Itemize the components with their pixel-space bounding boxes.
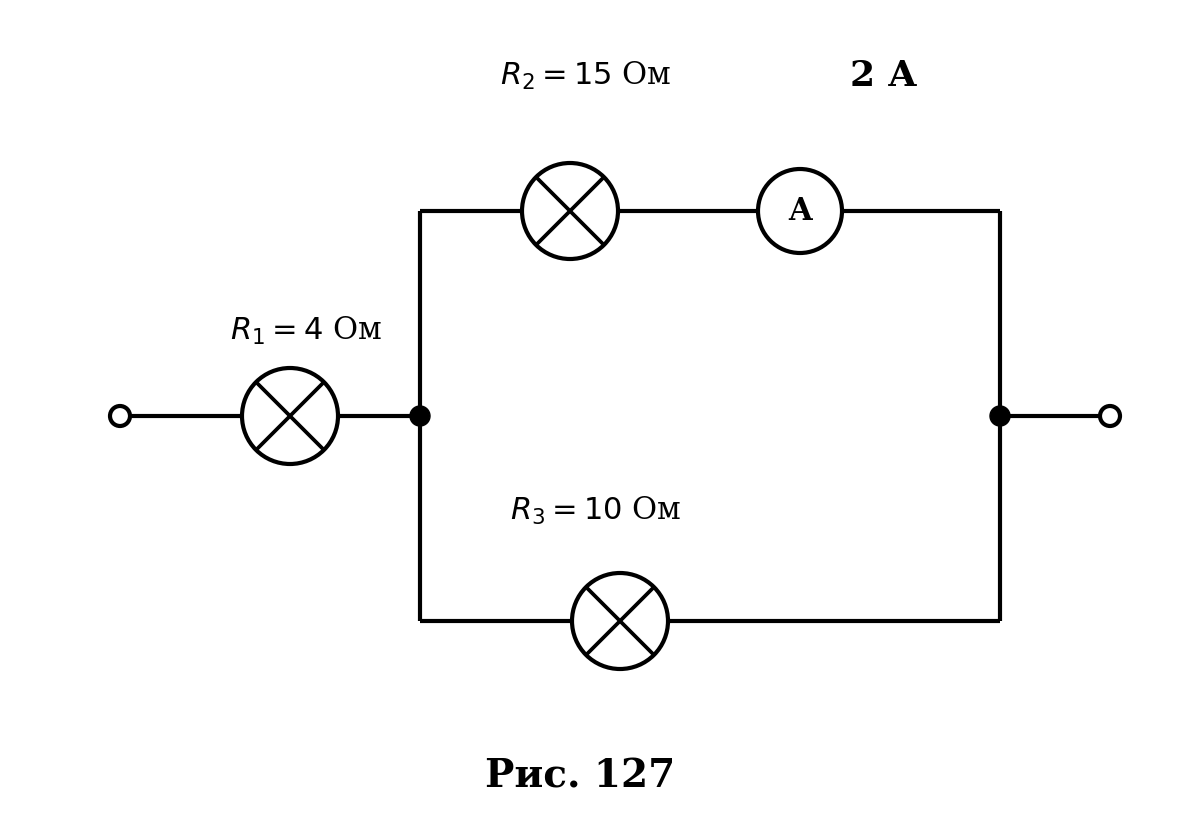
Circle shape bbox=[1100, 406, 1120, 426]
Text: $R_3 = 10$ Ом: $R_3 = 10$ Ом bbox=[510, 495, 682, 527]
Text: $R_2 = 15$ Ом: $R_2 = 15$ Ом bbox=[500, 60, 671, 92]
Circle shape bbox=[410, 406, 430, 426]
Text: 2 А: 2 А bbox=[850, 59, 917, 93]
Circle shape bbox=[110, 406, 130, 426]
Text: A: A bbox=[788, 195, 812, 227]
Text: Рис. 127: Рис. 127 bbox=[485, 757, 676, 795]
Circle shape bbox=[990, 406, 1010, 426]
Text: $R_1 = 4$ Ом: $R_1 = 4$ Ом bbox=[230, 315, 382, 347]
